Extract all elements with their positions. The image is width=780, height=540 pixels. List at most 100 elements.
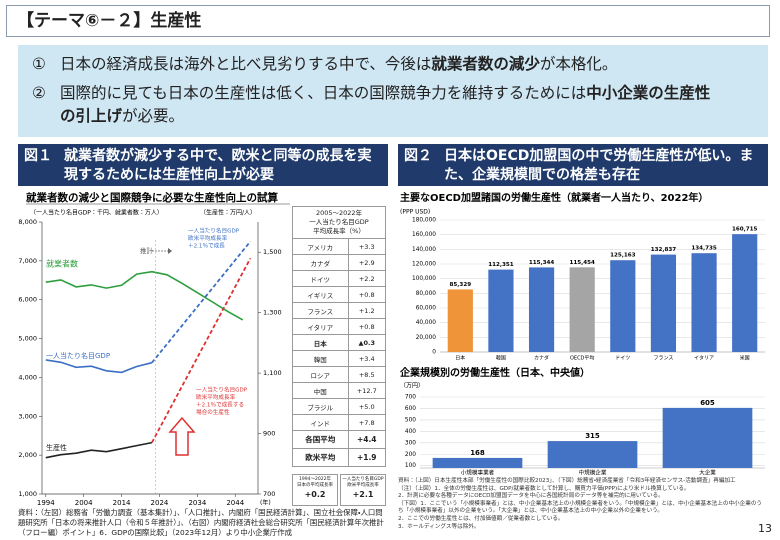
annotation-arrowhead <box>168 248 172 254</box>
figure-text: 日本はOECD加盟国の中で労働生産性が低い。また、企業規模間での格差も存在 <box>444 148 754 183</box>
table-cell: ドイツ <box>292 270 349 287</box>
series-label: 一人当たり名目GDP <box>46 351 110 360</box>
bar <box>650 254 677 352</box>
growth-box: 1994～2022年 日本の平均成長率 +0.2 <box>292 474 338 506</box>
annotation: ＋2.1％で成長 <box>188 242 225 250</box>
growth-box-line: 1994～2022年 <box>299 477 331 482</box>
table-cell: ▲0.3 <box>347 334 386 351</box>
growth-table: 2005～2022年 一人当たり名目GDP 平均成長率（%） アメリカ +3.3 カナダ +… <box>292 206 386 467</box>
y-tick-label: 20,000 <box>416 335 437 341</box>
table-summary-row: 欧米平均 +1.9 <box>292 448 386 467</box>
table-cell: +0.8 <box>347 318 386 335</box>
figure-text: 就業者数が減少する中で、欧米と同等の成長を実現するためには生産性向上が必要 <box>64 148 372 183</box>
series-line <box>151 240 252 364</box>
y-tick-label: 600 <box>405 406 416 412</box>
y-tick-label: 700 <box>405 395 416 401</box>
growth-box-line: 一人当たり名目GDP <box>342 477 384 482</box>
table-cell: +3.3 <box>347 238 386 255</box>
table-summary-row: 各国平均 +4.4 <box>292 430 386 449</box>
bar <box>488 269 514 352</box>
value-label: 125,163 <box>610 253 636 259</box>
x-tick-label: フランス <box>653 356 673 362</box>
table-cell: +2.2 <box>347 270 386 287</box>
bar <box>662 407 753 468</box>
table-row: カナダ +2.9 <box>292 254 386 271</box>
x-tick-label: 大企業 <box>699 469 716 477</box>
table-header-line: 一人当たり名目GDP <box>309 218 369 226</box>
table-cell: 日本 <box>292 334 349 351</box>
bullet-segment: 日本の経済成長は海外と比べ見劣りする中で、今後は <box>60 55 432 73</box>
y-tick-label: 40,000 <box>416 320 437 326</box>
table-cell: ロシア <box>292 366 349 383</box>
slide-title: 【テーマ⑥－２】生産性 <box>6 5 770 37</box>
x-tick-label: 2024 <box>151 499 169 507</box>
source-note: 資料：（上図）日本生産性本部「労働生産性の国際比較2023」、（下図）総務省・経… <box>398 478 764 531</box>
y-tick-label: 6,000 <box>18 296 37 304</box>
y2-tick-label: 700 <box>263 490 275 498</box>
annotation: 推計 <box>140 246 154 255</box>
annotation: 場合の生産性 <box>196 408 230 416</box>
bar <box>432 457 523 468</box>
y-tick-label: 100 <box>405 463 416 469</box>
y-tick-label: 60,000 <box>416 306 437 312</box>
table-cell: +4.4 <box>347 430 386 449</box>
table-header-line: 2005～2022年 <box>315 209 363 217</box>
table-cell: カナダ <box>292 254 349 271</box>
table-cell: 各国平均 <box>292 430 349 449</box>
bullet: ② 国際的に見ても日本の生産性は低く、日本の国際競争力を維持するためには中小企業の… <box>32 82 768 128</box>
table-cell: インド <box>292 414 349 431</box>
table-row: イタリア +0.8 <box>292 318 386 335</box>
y-tick-label: 4,000 <box>18 373 37 381</box>
table-cell: +0.8 <box>347 286 386 303</box>
bullet-text: 日本の経済成長は海外と比べ見劣りする中で、今後は就業者数の減少が本格化。 <box>60 53 725 76</box>
value-label: 605 <box>700 399 715 407</box>
chart-title: 企業規模別の労働生産性（日本、中央値） <box>399 366 590 379</box>
series-line <box>45 270 244 321</box>
bullet-marker: ① <box>32 55 46 73</box>
y-axis-label: (PPP USD) <box>400 209 430 216</box>
source-note: 資料：（左図）総務省「労働力調査（基本集計）」、「人口推計」、内閣府「国民経済計… <box>18 508 384 537</box>
y-tick-label: 8,000 <box>18 218 37 226</box>
x-tick-label: 中規模企業 <box>579 469 607 477</box>
y-tick-label: 500 <box>405 417 416 423</box>
y-tick-label: 200 <box>405 452 416 458</box>
table-row: 中国 +12.7 <box>292 382 386 399</box>
series-line <box>45 441 153 459</box>
y-tick-label: 2,000 <box>18 451 37 459</box>
y-tick-label: 3,000 <box>18 412 37 420</box>
table-row: イギリス +0.8 <box>292 286 386 303</box>
x-tick-label: OECD平均 <box>570 355 594 362</box>
table-cell: +3.4 <box>347 350 386 367</box>
annotation: 欧米平均成長率 <box>188 234 228 242</box>
value-label: 85,329 <box>450 282 472 288</box>
bar <box>691 253 717 352</box>
growth-box: 一人当たり名目GDP 欧米平均成長率 +2.1 <box>340 474 386 506</box>
bar <box>569 267 595 352</box>
table-cell: +8.5 <box>347 366 386 383</box>
x-tick-label: 2014 <box>113 499 131 507</box>
y-tick-label: 1,000 <box>18 490 37 498</box>
table-cell: アメリカ <box>292 238 349 255</box>
value-label: 115,454 <box>569 260 595 266</box>
chart-title: 主要なOECD加盟諸国の労働生産性（就業者一人当たり、2022年） <box>400 191 708 204</box>
figure-label: 図１ <box>24 148 52 164</box>
y2-axis-label: （生産性：万円/人） <box>200 209 256 217</box>
table-cell: イギリス <box>292 286 349 303</box>
table-row: ロシア +8.5 <box>292 366 386 383</box>
x-tick-label: 韓国 <box>496 355 506 362</box>
bullet-segment: 就業者数の減少 <box>431 55 540 73</box>
note-line: 3．ホールディングス等は除外。 <box>398 523 480 530</box>
value-label: 315 <box>585 432 600 440</box>
value-label: 112,351 <box>488 262 514 268</box>
table-cell: +12.7 <box>347 382 386 399</box>
value-label: 115,344 <box>529 260 555 266</box>
bar <box>732 234 758 352</box>
table-header-line: 平均成長率（%） <box>313 227 365 235</box>
bullet: ① 日本の経済成長は海外と比べ見劣りする中で、今後は就業者数の減少が本格化。 <box>32 53 768 76</box>
series-label: 生産性 <box>46 443 67 452</box>
series-line <box>151 257 252 444</box>
table-cell: フランス <box>292 302 349 319</box>
table-row: 韓国 +3.4 <box>292 350 386 367</box>
growth-box-value: +0.2 <box>304 490 326 499</box>
